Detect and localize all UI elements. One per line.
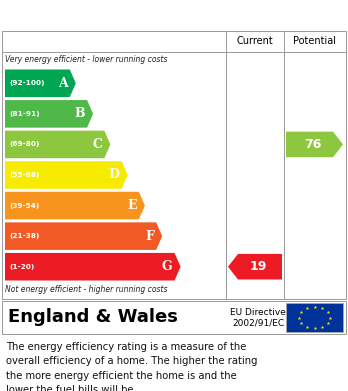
Text: C: C — [92, 138, 102, 151]
Text: EU Directive
2002/91/EC: EU Directive 2002/91/EC — [230, 308, 286, 327]
Text: Very energy efficient - lower running costs: Very energy efficient - lower running co… — [5, 56, 167, 65]
Text: (39-54): (39-54) — [9, 203, 39, 208]
Text: B: B — [74, 108, 85, 120]
Text: Energy Efficiency Rating: Energy Efficiency Rating — [9, 7, 229, 23]
Text: 19: 19 — [249, 260, 267, 273]
Text: (92-100): (92-100) — [9, 80, 45, 86]
Text: (21-38): (21-38) — [9, 233, 39, 239]
Text: (81-91): (81-91) — [9, 111, 40, 117]
Text: England & Wales: England & Wales — [8, 308, 178, 326]
Polygon shape — [5, 222, 162, 250]
Text: G: G — [162, 260, 173, 273]
Bar — [286, 303, 343, 332]
Polygon shape — [5, 100, 93, 127]
Text: (1-20): (1-20) — [9, 264, 34, 270]
Text: E: E — [127, 199, 137, 212]
Polygon shape — [5, 161, 128, 189]
Text: 76: 76 — [304, 138, 321, 151]
Polygon shape — [5, 70, 76, 97]
Text: Not energy efficient - higher running costs: Not energy efficient - higher running co… — [5, 285, 167, 294]
Text: (55-68): (55-68) — [9, 172, 39, 178]
Text: The energy efficiency rating is a measure of the
overall efficiency of a home. T: The energy efficiency rating is a measur… — [6, 342, 258, 391]
Polygon shape — [228, 254, 282, 280]
Text: A: A — [58, 77, 68, 90]
Polygon shape — [286, 132, 343, 157]
Polygon shape — [5, 192, 145, 219]
Text: Potential: Potential — [293, 36, 336, 46]
Text: F: F — [145, 230, 154, 243]
Text: Current: Current — [237, 36, 274, 46]
Polygon shape — [5, 253, 181, 280]
Text: (69-80): (69-80) — [9, 142, 39, 147]
Polygon shape — [5, 131, 110, 158]
Text: D: D — [109, 169, 120, 181]
